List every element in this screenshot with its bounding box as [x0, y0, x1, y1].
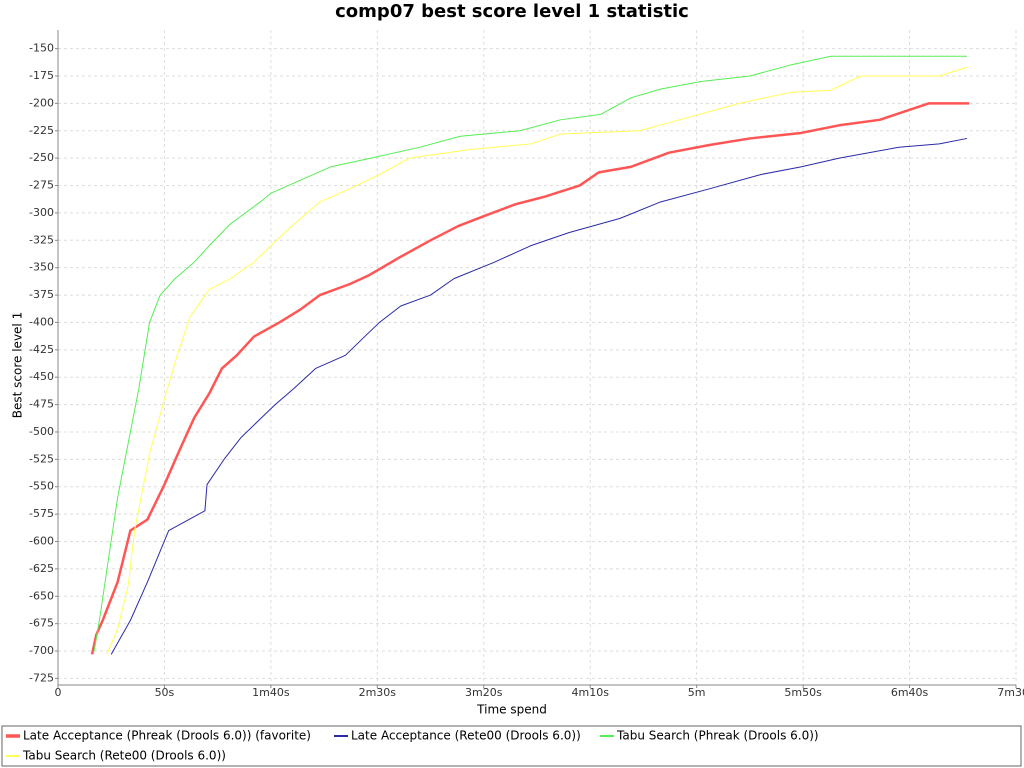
y-tick-label: -325 [29, 233, 54, 246]
y-tick-label: -425 [29, 343, 54, 356]
series-line [106, 66, 968, 655]
x-tick-label: 5m50s [784, 686, 822, 699]
y-tick-label: -475 [29, 398, 54, 411]
y-tick-label: -150 [29, 42, 54, 55]
y-tick-label: -350 [29, 261, 54, 274]
y-tick-label: -725 [29, 671, 54, 684]
legend-label: Late Acceptance (Rete00 (Drools 6.0)) [351, 729, 581, 743]
legend-label: Tabu Search (Phreak (Drools 6.0)) [616, 729, 819, 743]
y-tick-label: -625 [29, 562, 54, 575]
y-tick-label: -200 [29, 96, 54, 109]
legend-box [1, 725, 1022, 767]
y-tick-label: -500 [29, 425, 54, 438]
y-tick-label: -175 [29, 69, 54, 82]
y-axis-label: Best score level 1 [11, 312, 25, 418]
y-tick-label: -450 [29, 370, 54, 383]
y-tick-label: -700 [29, 644, 54, 657]
x-tick-label: 4m10s [571, 686, 609, 699]
y-tick-label: -575 [29, 507, 54, 520]
chart-title: comp07 best score level 1 statistic [335, 1, 689, 22]
x-tick-label: 50s [155, 686, 175, 699]
legend-label: Late Acceptance (Phreak (Drools 6.0)) (f… [23, 729, 311, 743]
series-line [110, 137, 968, 655]
series-line [93, 55, 968, 652]
legend-label: Tabu Search (Rete00 (Drools 6.0)) [22, 749, 226, 763]
x-tick-label: 7m30s [997, 686, 1024, 699]
y-tick-label: -375 [29, 288, 54, 301]
x-tick-label: 5m [688, 686, 706, 699]
y-tick-label: -250 [29, 151, 54, 164]
y-tick-label: -600 [29, 535, 54, 548]
y-tick-label: -275 [29, 179, 54, 192]
y-tick-label: -300 [29, 206, 54, 219]
series-line [90, 102, 970, 655]
y-tick-label: -675 [29, 617, 54, 630]
y-tick-label: -550 [29, 480, 54, 493]
x-tick-label: 2m30s [359, 686, 397, 699]
y-tick-label: -225 [29, 124, 54, 137]
y-tick-label: -650 [29, 589, 54, 602]
x-tick-label: 0 [55, 686, 62, 699]
x-tick-label: 6m40s [891, 686, 929, 699]
x-tick-label: 3m20s [465, 686, 503, 699]
x-tick-label: 1m40s [252, 686, 290, 699]
y-tick-label: -525 [29, 452, 54, 465]
x-axis-label: Time spend [476, 703, 547, 717]
y-tick-label: -400 [29, 315, 54, 328]
